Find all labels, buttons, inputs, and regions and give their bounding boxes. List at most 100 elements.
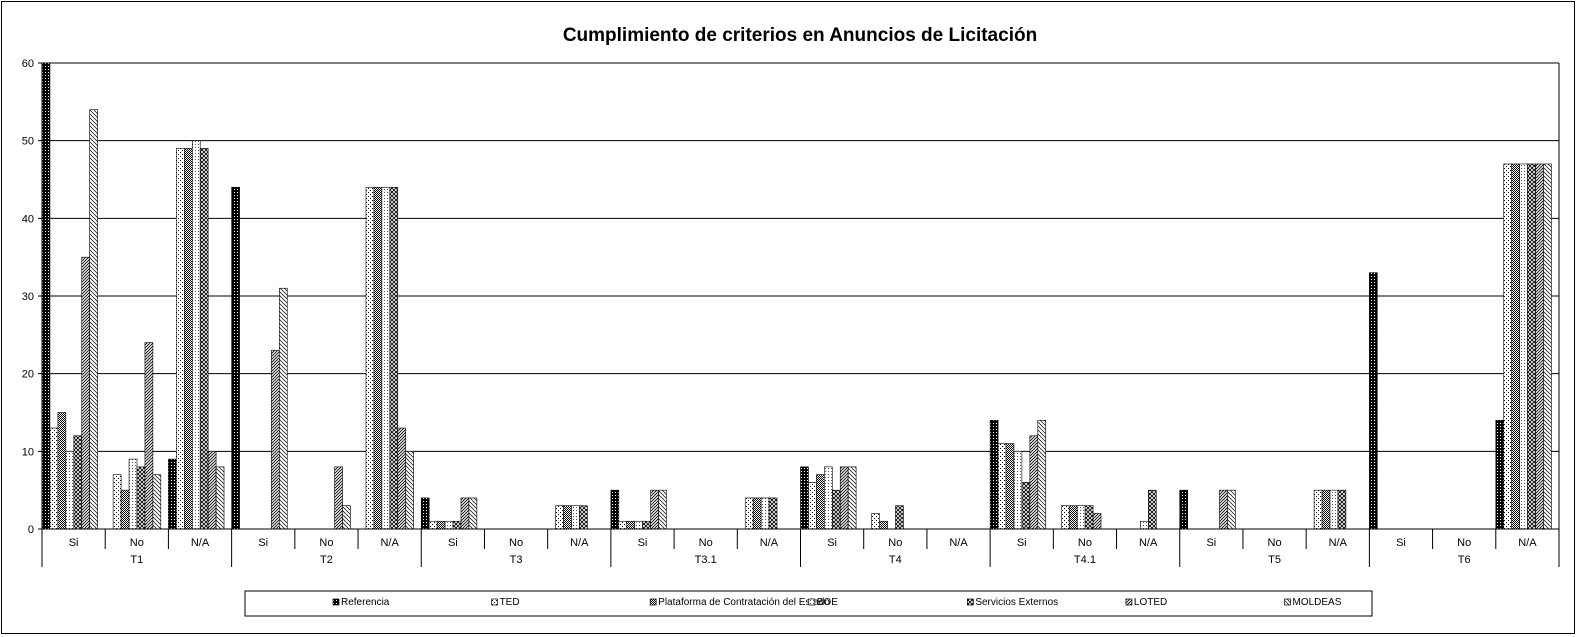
bar [1527, 163, 1536, 530]
y-tick-label: 0 [28, 524, 34, 536]
x-axis-categories: Si No N/A T1 Si No N/A T2 Si No N/A T3 Si No N/A T3.1 Si… [41, 529, 1560, 567]
x-category-label: Si [258, 537, 268, 549]
bar [847, 466, 857, 530]
bar [895, 505, 904, 530]
x-category-label: Si [448, 537, 458, 549]
bar [1179, 489, 1188, 530]
bar [405, 451, 414, 530]
x-category-label: No [1457, 537, 1471, 549]
bar [136, 466, 146, 530]
bar [997, 443, 1007, 530]
bar [128, 458, 138, 530]
x-category-label: Si [1206, 537, 1216, 549]
y-tick-label: 60 [22, 58, 34, 70]
bar [1148, 489, 1157, 530]
bar [342, 505, 351, 530]
bar [89, 109, 98, 530]
bar [231, 186, 240, 530]
bar [752, 497, 762, 530]
legend-swatch [491, 598, 498, 606]
bar [460, 497, 470, 530]
x-category-label: N/A [1518, 537, 1537, 549]
x-category-label: N/A [191, 537, 210, 549]
x-category-label: N/A [1139, 537, 1158, 549]
y-tick-label: 40 [22, 213, 34, 225]
bar [73, 435, 83, 530]
bar [1503, 163, 1512, 530]
bar [444, 520, 454, 530]
bar [420, 497, 430, 530]
x-group-label: T3 [510, 554, 523, 566]
bar [1535, 163, 1544, 530]
bar [579, 505, 588, 530]
bar [57, 412, 67, 530]
x-group-label: T6 [1458, 554, 1471, 566]
bar [1321, 489, 1331, 530]
legend-label: MOLDEAS [1293, 597, 1342, 608]
bar [373, 186, 383, 530]
y-tick-label: 10 [22, 446, 34, 458]
x-category-label: No [319, 537, 333, 549]
x-category-label: Si [1017, 537, 1027, 549]
x-group-label: T5 [1268, 554, 1281, 566]
bar [278, 287, 288, 530]
bar [428, 520, 438, 530]
bar [191, 140, 201, 530]
bar [452, 520, 462, 530]
legend-swatch [332, 598, 340, 606]
bar [41, 62, 51, 530]
bar [563, 505, 572, 530]
legend-swatch [649, 598, 657, 606]
bar [989, 419, 999, 530]
bar [839, 466, 849, 530]
bar [1543, 163, 1552, 530]
bar [1068, 505, 1078, 530]
bar [334, 466, 343, 530]
x-category-label: Si [69, 537, 79, 549]
x-category-label: N/A [570, 537, 589, 549]
bar [760, 497, 770, 530]
bar [1005, 443, 1015, 530]
bar [1140, 520, 1149, 530]
bar [436, 520, 446, 530]
bar [1037, 419, 1047, 530]
bar [184, 148, 193, 530]
bar [1511, 163, 1520, 530]
bar [1021, 482, 1031, 530]
bar [271, 350, 280, 530]
x-category-label: No [888, 537, 902, 549]
x-category-label: N/A [949, 537, 968, 549]
bar [658, 489, 667, 530]
bar [1227, 489, 1236, 530]
bar [1313, 489, 1323, 530]
bar [618, 520, 628, 530]
y-axis-ticks: 0 10 20 30 40 50 60 [22, 58, 34, 536]
bar [1013, 451, 1023, 530]
x-group-label: T2 [320, 554, 333, 566]
bar [571, 505, 580, 530]
x-category-label: No [509, 537, 523, 549]
gridlines [42, 62, 1559, 452]
bar [1519, 163, 1528, 530]
bar [1369, 272, 1378, 530]
bar [1060, 505, 1070, 530]
bar [1084, 505, 1094, 530]
x-category-label: No [130, 537, 144, 549]
x-category-label: Si [638, 537, 648, 549]
bar [468, 497, 478, 530]
bars [41, 62, 1552, 530]
bar [1029, 435, 1039, 530]
bar [1092, 513, 1102, 530]
x-category-label: Si [1396, 537, 1406, 549]
legend-label: Servicios Externos [975, 597, 1058, 608]
bar [871, 513, 880, 530]
bar [207, 451, 217, 530]
legend-label: Plataforma de Contratación del Estado [658, 597, 830, 608]
bar [634, 520, 643, 530]
legend-swatch [1125, 598, 1133, 606]
x-group-label: T4.1 [1074, 554, 1096, 566]
bar [1219, 489, 1228, 530]
x-group-label: T1 [130, 554, 143, 566]
